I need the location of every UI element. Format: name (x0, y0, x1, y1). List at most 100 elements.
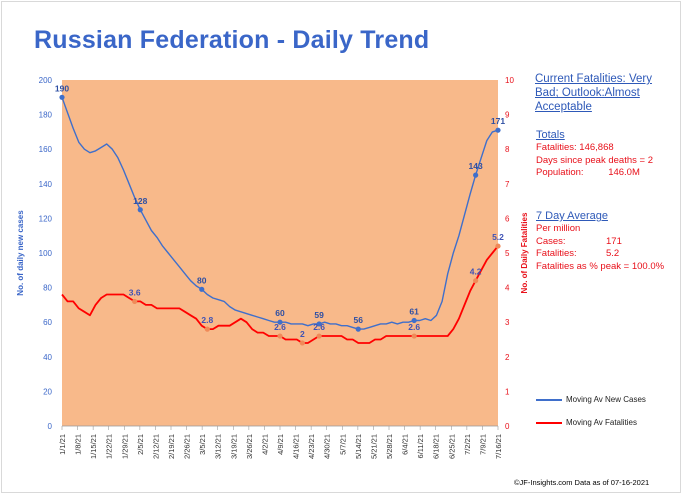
fatalities-point (411, 333, 417, 339)
avg-fatalities-value: 5.2 (606, 248, 620, 259)
x-tick-label: 2/26/21 (183, 434, 192, 459)
y-tick-label: 60 (43, 318, 52, 327)
y2-tick-label: 0 (505, 422, 510, 431)
x-tick-label: 5/28/21 (385, 434, 394, 459)
y2-tick-label: 4 (505, 284, 510, 293)
y-tick-label: 20 (43, 387, 52, 396)
fatalities-point (473, 278, 479, 284)
legend-fatalities-swatch (536, 422, 562, 424)
cases-point (355, 326, 361, 332)
totals-fatalities: Fatalities: 146,868 (536, 142, 614, 153)
cases-point (411, 317, 417, 324)
cases-data-label: 61 (409, 306, 419, 316)
x-tick-label: 5/21/21 (369, 434, 378, 459)
cases-data-label: 143 (469, 161, 483, 171)
x-tick-label: 1/15/21 (89, 434, 98, 459)
fatalities-data-label: 2.6 (313, 322, 325, 332)
fatalities-data-label: 5.2 (492, 232, 504, 242)
cases-data-label: 171 (491, 116, 505, 126)
x-tick-label: 4/16/21 (292, 434, 301, 459)
y2-tick-label: 3 (505, 318, 510, 327)
avg-fatalities: Fatalities: 5.2 (536, 248, 664, 261)
x-tick-label: 6/18/21 (432, 434, 441, 459)
y-axis-title: No. of daily new cases (16, 210, 25, 296)
avg-cases-label: Cases: (536, 235, 566, 247)
legend-cases-swatch (536, 399, 562, 401)
x-tick-label: 2/19/21 (167, 434, 176, 459)
x-tick-label: 5/14/21 (354, 434, 363, 459)
avg-pct-peak: Fatalities as % peak = 100.0% (536, 260, 665, 272)
x-tick-label: 2/12/21 (151, 434, 160, 459)
cases-data-label: 59 (314, 310, 324, 320)
y-tick-label: 120 (39, 214, 53, 223)
y2-tick-label: 9 (505, 111, 510, 120)
x-tick-label: 6/4/21 (401, 434, 410, 455)
x-tick-label: 1/8/21 (74, 434, 83, 455)
fatalities-data-label: 4.2 (470, 267, 482, 277)
y-tick-label: 0 (48, 422, 53, 431)
x-tick-label: 1/1/21 (58, 434, 67, 455)
x-tick-label: 1/22/21 (105, 434, 114, 459)
y2-tick-label: 5 (505, 249, 510, 258)
fatalities-data-label: 2 (300, 329, 305, 339)
fatalities-data-label: 2.6 (274, 322, 286, 332)
legend-fatalities: Moving Av Fatalities (566, 418, 637, 427)
fatalities-data-label: 3.6 (129, 287, 141, 297)
x-tick-label: 3/26/21 (245, 434, 254, 459)
cases-point (199, 286, 205, 292)
fatalities-data-label: 2.6 (408, 322, 420, 332)
totals-panel: Totals Fatalities: 146,868 Days since pe… (536, 128, 653, 180)
footer-credit: ©JF-Insights.com Data as of 07-16-2021 (514, 478, 650, 487)
y-tick-label: 160 (39, 145, 53, 154)
x-tick-label: 6/25/21 (447, 434, 456, 459)
y-tick-label: 140 (39, 180, 53, 189)
cases-point (473, 172, 479, 178)
y2-tick-label: 2 (505, 353, 510, 362)
fatalities-point (495, 243, 501, 249)
x-tick-label: 3/12/21 (214, 434, 223, 459)
x-tick-label: 7/16/21 (494, 434, 503, 459)
population-value: 146.0M (608, 167, 640, 178)
x-tick-label: 3/5/21 (198, 434, 207, 455)
fatalities-point (277, 333, 283, 339)
fatalities-point (132, 298, 138, 305)
cases-point (59, 94, 65, 100)
x-tick-label: 6/11/21 (416, 434, 425, 458)
x-tick-label: 4/9/21 (276, 434, 285, 455)
y-tick-label: 200 (39, 76, 53, 85)
x-tick-label: 2/5/21 (136, 434, 145, 455)
avg-cases-value: 171 (606, 235, 622, 247)
seven-day-heading: 7 Day Average (536, 210, 608, 222)
y-tick-label: 180 (39, 111, 53, 120)
y-tick-label: 100 (39, 249, 53, 258)
x-tick-label: 5/7/21 (338, 434, 347, 455)
x-tick-label: 4/23/21 (307, 434, 316, 459)
cases-point (137, 207, 143, 213)
totals-population: Population: 146.0M (536, 167, 653, 180)
cases-point (316, 321, 322, 327)
x-tick-label: 7/2/21 (463, 434, 472, 455)
cases-data-label: 60 (275, 308, 285, 318)
totals-heading: Totals (536, 129, 565, 141)
fatalities-point (299, 340, 305, 346)
y2-axis-title: No. of Daily Fatalities (520, 212, 529, 293)
fatalities-data-label: 2.8 (201, 315, 213, 325)
avg-cases: Cases: 171 (536, 236, 664, 249)
cases-point (495, 127, 501, 133)
totals-days-since-peak: Days since peak deaths = 2 (536, 154, 653, 166)
x-tick-label: 4/2/21 (260, 434, 269, 455)
x-tick-label: 4/30/21 (323, 434, 332, 459)
x-tick-label: 7/9/21 (478, 434, 487, 455)
per-million-label: Per million (536, 223, 581, 234)
cases-data-label: 190 (55, 83, 69, 93)
avg-fatalities-label: Fatalities: (536, 248, 577, 259)
y2-tick-label: 8 (505, 145, 510, 154)
cases-data-label: 128 (133, 196, 147, 206)
seven-day-panel: 7 Day Average Per million Cases: 171 Fata… (536, 209, 664, 273)
x-tick-label: 3/19/21 (229, 434, 238, 459)
y2-tick-label: 1 (505, 387, 510, 396)
status-text: Current Fatalities: Very Bad; Outlook:Al… (535, 73, 652, 113)
legend-cases: Moving Av New Cases (566, 395, 646, 404)
